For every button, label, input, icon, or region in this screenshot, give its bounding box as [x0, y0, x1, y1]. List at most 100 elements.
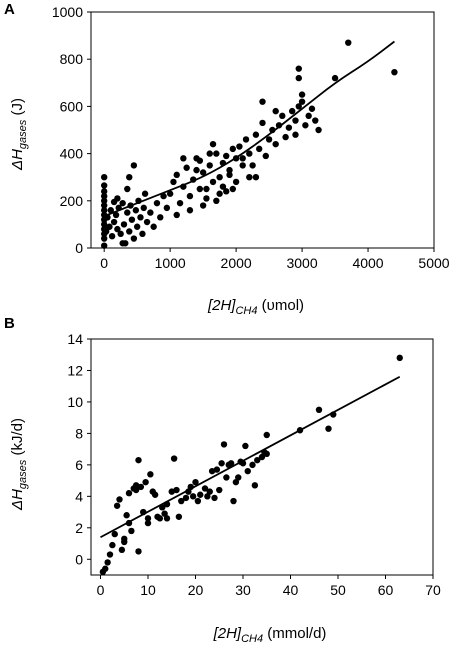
- data-point: [109, 541, 116, 549]
- data-point: [239, 162, 246, 169]
- panel-b-trendline: [100, 375, 401, 539]
- data-point: [143, 218, 151, 226]
- y-tick-label: 8: [75, 425, 83, 441]
- data-point: [189, 493, 197, 500]
- data-point: [305, 112, 312, 120]
- data-point: [262, 152, 269, 160]
- data-point: [112, 211, 120, 219]
- data-point: [295, 74, 302, 82]
- data-point: [295, 103, 302, 110]
- data-point: [216, 174, 223, 181]
- data-point: [252, 174, 260, 181]
- data-point: [256, 145, 263, 153]
- data-point: [203, 195, 210, 202]
- data-point: [252, 131, 260, 138]
- data-point: [272, 140, 279, 148]
- data-point: [110, 218, 118, 226]
- data-point: [206, 162, 213, 169]
- x-tick-label: 40: [283, 582, 299, 598]
- data-point: [117, 230, 124, 238]
- data-point: [142, 478, 149, 486]
- data-point: [173, 171, 180, 179]
- data-point: [288, 107, 296, 115]
- data-point: [126, 174, 133, 181]
- data-point: [285, 124, 293, 131]
- y-tick-label: 400: [60, 146, 84, 162]
- x-tick-label: 10: [140, 582, 156, 598]
- data-point: [203, 185, 210, 193]
- x-tick-label: 30: [235, 582, 251, 598]
- x-tick-label: 5000: [418, 255, 449, 271]
- data-point: [227, 460, 235, 467]
- panel-b-x-axis-title: [2H]CH4 (mmol/d): [213, 625, 327, 645]
- data-point: [144, 519, 152, 527]
- data-point: [130, 162, 138, 169]
- data-point: [163, 204, 171, 212]
- data-point: [263, 450, 270, 458]
- data-point: [244, 467, 251, 475]
- data-point: [183, 164, 190, 171]
- data-point: [242, 442, 249, 450]
- data-point: [391, 68, 398, 76]
- data-point: [182, 494, 190, 502]
- y-tick-label: 12: [67, 362, 83, 378]
- data-point: [209, 140, 217, 148]
- data-point: [263, 431, 270, 439]
- data-point: [160, 192, 167, 200]
- data-point: [133, 223, 141, 230]
- data-point: [254, 456, 261, 464]
- data-point: [141, 190, 149, 197]
- data-point: [132, 207, 140, 214]
- x-tick-label: 4000: [352, 255, 383, 271]
- y-tick-label: 600: [60, 98, 84, 114]
- data-point: [196, 157, 204, 164]
- y-tick-label: 0: [75, 240, 83, 256]
- data-point: [197, 491, 204, 498]
- y-tick-label: 0: [75, 551, 83, 567]
- data-point: [201, 485, 209, 492]
- data-point: [282, 133, 289, 141]
- data-point: [220, 441, 228, 448]
- data-point: [259, 119, 266, 127]
- panel-a-letter: A: [4, 1, 15, 18]
- data-point: [173, 486, 180, 494]
- data-point: [180, 155, 187, 162]
- data-point: [265, 136, 273, 143]
- data-point: [315, 126, 322, 134]
- data-point: [121, 538, 128, 546]
- data-point: [229, 145, 237, 153]
- data-point: [246, 174, 253, 181]
- panel-b-chart: B 0 2 4 6 8 10 12 14 0 10 20 30 40 50 60 70 ΔHgases (k…: [4, 315, 441, 645]
- y-tick-label: 2: [75, 520, 83, 536]
- data-point: [156, 515, 164, 522]
- data-point: [150, 223, 157, 230]
- data-point: [135, 456, 142, 464]
- panel-a-x-ticks: 0 1000 2000 3000 4000 5000: [100, 248, 450, 271]
- data-point: [100, 235, 108, 242]
- data-point: [249, 162, 256, 169]
- x-tick-label: 0: [97, 582, 105, 598]
- data-point: [123, 512, 130, 519]
- data-point: [114, 225, 121, 233]
- data-point: [170, 178, 177, 186]
- data-point: [166, 190, 174, 197]
- data-point: [124, 209, 131, 216]
- data-point: [116, 496, 123, 503]
- data-point: [223, 188, 230, 195]
- y-tick-label: 14: [67, 331, 83, 347]
- data-point: [216, 190, 223, 197]
- data-point: [140, 204, 147, 212]
- data-point: [139, 230, 146, 238]
- data-point: [199, 202, 207, 209]
- data-point: [100, 202, 108, 209]
- data-point: [104, 559, 111, 566]
- data-point: [107, 207, 114, 214]
- data-point: [193, 166, 200, 174]
- data-point: [100, 192, 108, 200]
- data-point: [100, 188, 108, 195]
- data-point: [239, 155, 246, 162]
- panel-a-points: [100, 39, 398, 249]
- panel-b-plot-frame: [90, 338, 434, 576]
- data-point: [246, 150, 253, 157]
